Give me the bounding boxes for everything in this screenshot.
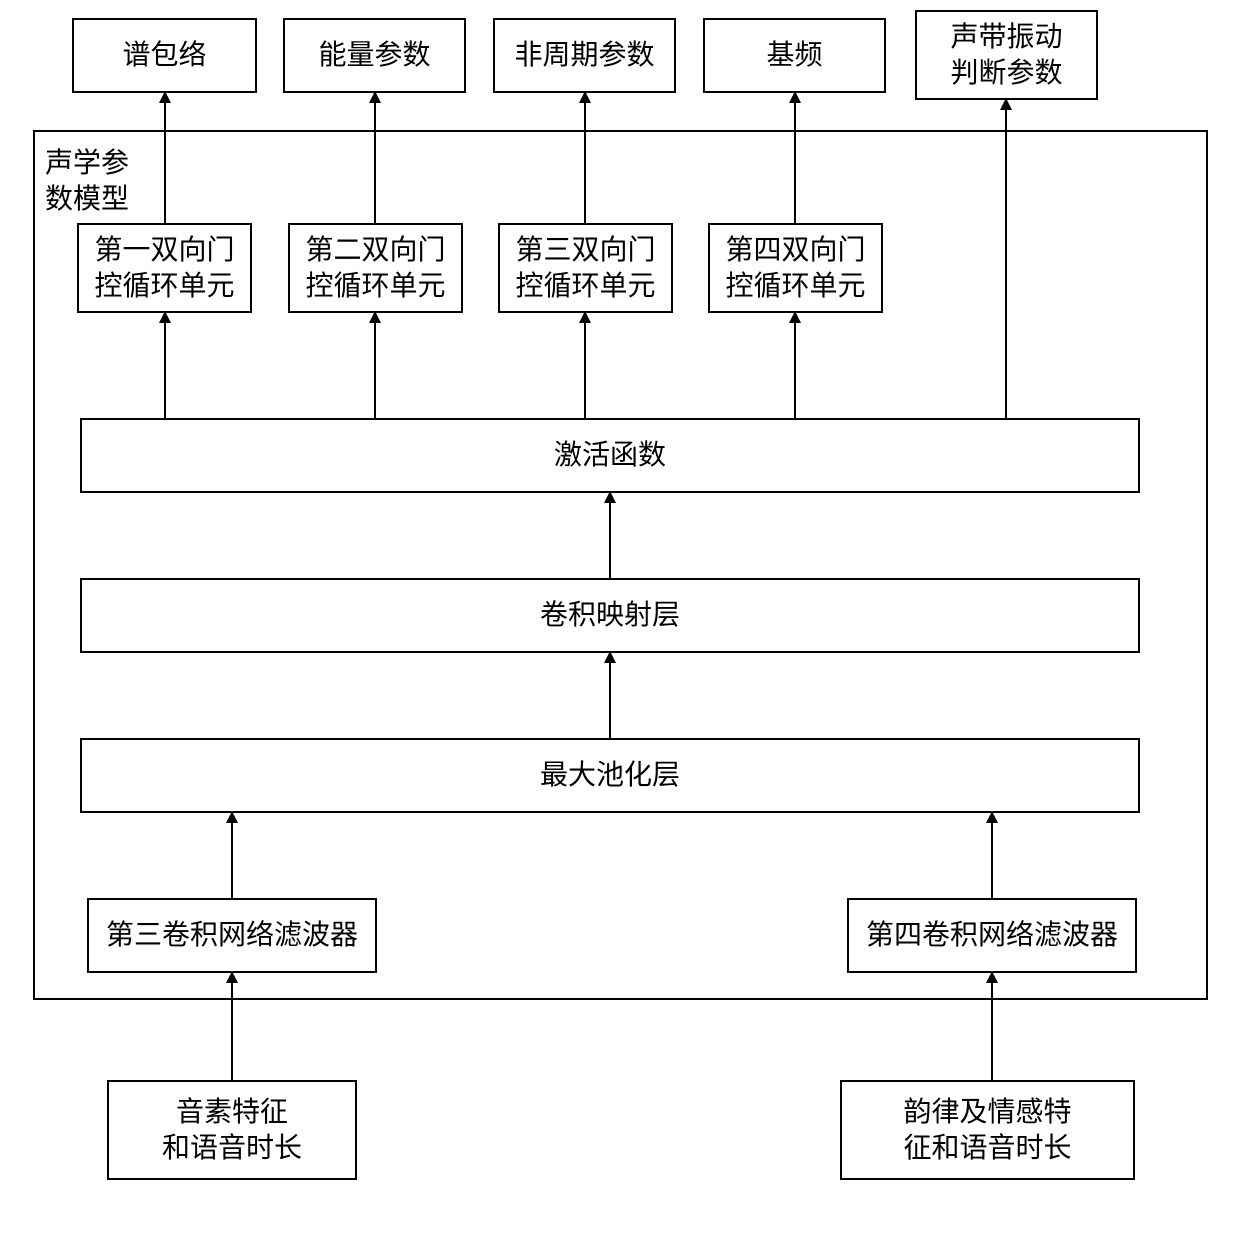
conv-filter-4: 第四卷积网络滤波器 xyxy=(847,898,1137,973)
model-container-label: 声学参 数模型 xyxy=(45,145,129,218)
conv-mapping-layer: 卷积映射层 xyxy=(80,578,1140,653)
output-vocal-cord-vibration: 声带振动 判断参数 xyxy=(915,10,1098,100)
output-aperiodic-param: 非周期参数 xyxy=(493,18,676,93)
gru-unit-4: 第四双向门 控循环单元 xyxy=(708,223,883,313)
output-fundamental-freq: 基频 xyxy=(703,18,886,93)
gru-unit-1: 第一双向门 控循环单元 xyxy=(77,223,252,313)
max-pooling-layer: 最大池化层 xyxy=(80,738,1140,813)
gru-unit-2: 第二双向门 控循环单元 xyxy=(288,223,463,313)
conv-filter-3: 第三卷积网络滤波器 xyxy=(87,898,377,973)
output-energy-param: 能量参数 xyxy=(283,18,466,93)
input-prosody-emotion-features: 韵律及情感特 征和语音时长 xyxy=(840,1080,1135,1180)
input-phoneme-features: 音素特征 和语音时长 xyxy=(107,1080,357,1180)
gru-unit-3: 第三双向门 控循环单元 xyxy=(498,223,673,313)
activation-layer: 激活函数 xyxy=(80,418,1140,493)
output-spectral-envelope: 谱包络 xyxy=(72,18,257,93)
